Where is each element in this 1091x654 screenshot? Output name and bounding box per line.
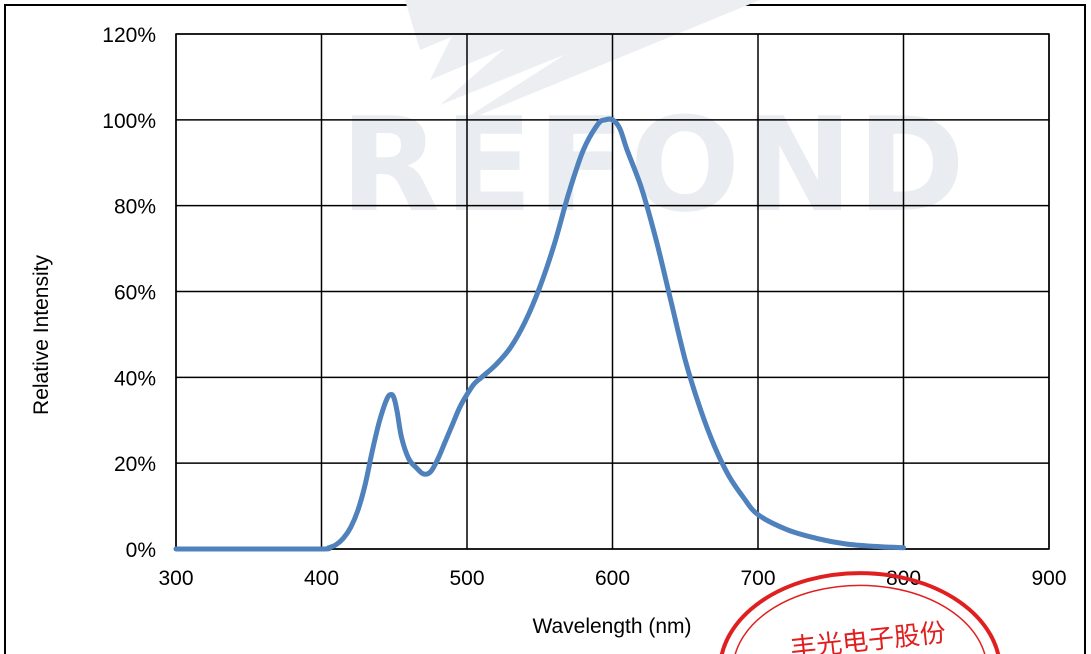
watermark: REFOND <box>340 0 969 241</box>
x-tick-label: 300 <box>158 567 193 590</box>
x-tick-label: 900 <box>1031 567 1066 590</box>
tick-labels: 300 400 500 600 700 800 9000%20%40%60%80%100%1… <box>102 24 1066 590</box>
x-tick-label: 600 <box>595 567 630 590</box>
stamp-outer-ring <box>719 571 1001 654</box>
plot-area-border <box>175 33 1050 550</box>
stamp-text: 丰光电子股份 <box>789 618 947 654</box>
spectrum-series-line <box>173 116 906 552</box>
x-tick-label: 500 <box>449 567 484 590</box>
x-tick-label: 400 <box>304 567 339 590</box>
x-axis-title: Wavelength (nm) <box>532 615 691 638</box>
y-tick-label: 20% <box>114 453 156 476</box>
y-tick-label: 0% <box>126 539 156 562</box>
watermark-stripe <box>455 0 760 125</box>
y-tick-label: 120% <box>102 24 156 47</box>
stamp-inner-ring <box>734 584 986 654</box>
x-tick-label: 700 <box>740 567 775 590</box>
y-tick-label: 40% <box>114 367 156 390</box>
watermark-brand-text: REFOND <box>340 89 969 241</box>
series <box>173 116 906 552</box>
y-axis-title: Relative Intensity <box>30 255 53 415</box>
y-tick-label: 80% <box>114 196 156 219</box>
y-tick-label: 100% <box>102 110 156 133</box>
y-tick-label: 60% <box>114 282 156 305</box>
